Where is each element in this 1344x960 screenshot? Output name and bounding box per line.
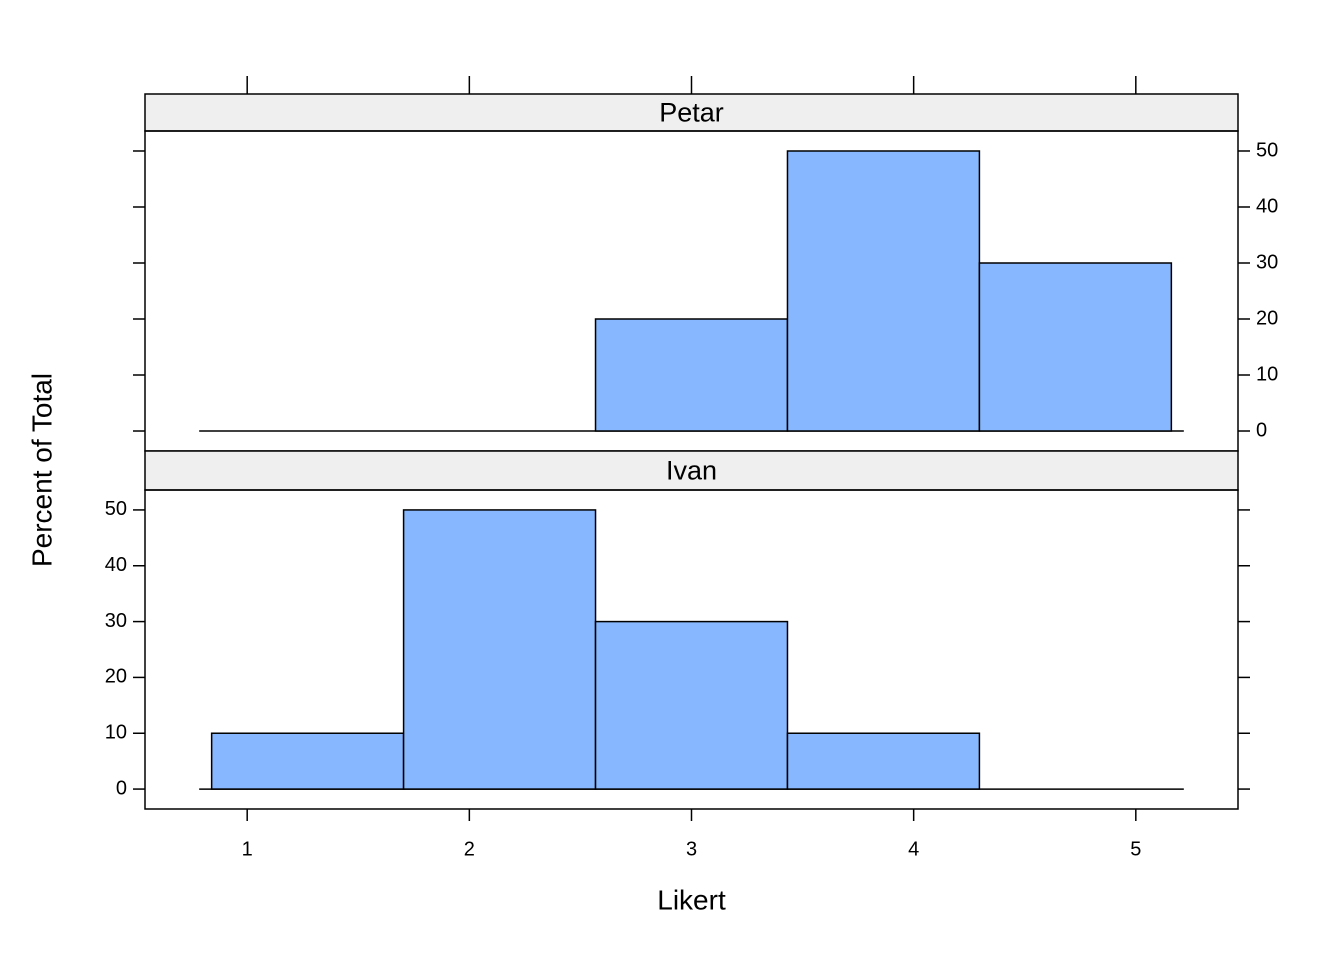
y-tick-label: 50	[105, 498, 127, 520]
bar	[594, 318, 789, 432]
y-tick-label: 30	[1256, 251, 1278, 273]
strip-text: Petar	[659, 98, 724, 128]
bar	[786, 150, 981, 432]
y-tick-label: 20	[105, 666, 127, 688]
y-tick-label: 10	[1256, 363, 1278, 385]
y-tick-label: 40	[105, 554, 127, 576]
bar	[786, 732, 981, 790]
x-tick-label: 2	[464, 838, 475, 860]
bar	[402, 509, 597, 790]
x-tick-label: 1	[242, 838, 253, 860]
x-axis-label: Likert	[657, 884, 726, 915]
y-tick-label: 40	[1256, 195, 1278, 217]
y-tick-label: 0	[1256, 419, 1267, 441]
x-tick-label: 4	[908, 838, 919, 860]
bar	[978, 262, 1173, 432]
x-tick-label: 5	[1130, 838, 1141, 860]
y-tick-label: 10	[105, 722, 127, 744]
bar	[594, 620, 789, 790]
y-tick-label: 20	[1256, 307, 1278, 329]
strip-text: Ivan	[666, 456, 717, 486]
y-tick-label: 30	[105, 610, 127, 632]
y-axis-label: Percent of Total	[26, 373, 57, 567]
y-tick-label: 50	[1256, 139, 1278, 161]
strip	[144, 93, 1239, 132]
y-tick-label: 0	[116, 777, 127, 799]
x-tick-label: 3	[686, 838, 697, 860]
bar	[210, 732, 405, 790]
